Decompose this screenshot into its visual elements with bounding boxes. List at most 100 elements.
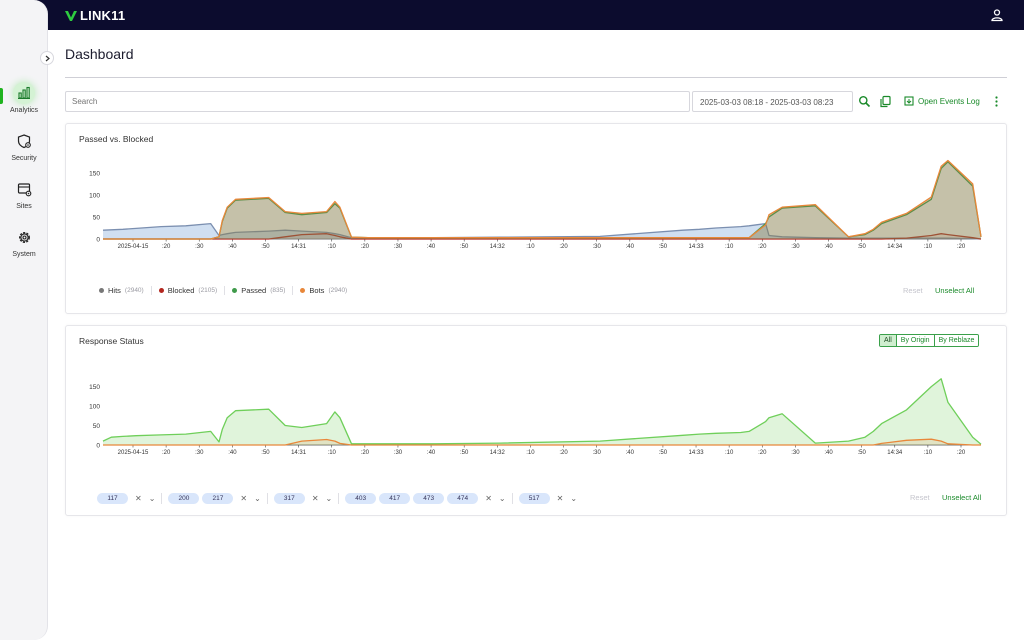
x-tick-label: :40 — [824, 450, 833, 456]
x-tick-label: :30 — [195, 450, 204, 456]
x-tick-label: :40 — [824, 244, 833, 250]
search-icon[interactable] — [858, 95, 871, 108]
toggle-by-reblaze[interactable]: By Reblaze — [934, 335, 979, 346]
close-icon[interactable]: ✕ — [485, 494, 492, 503]
chevron-down-icon[interactable]: ⌄ — [570, 494, 578, 503]
close-icon[interactable]: ✕ — [135, 494, 142, 503]
status-chip[interactable]: 474 — [447, 493, 479, 504]
x-tick-label: :10 — [526, 244, 535, 250]
x-tick-label: 14:34 — [887, 450, 903, 456]
y-tick-label: 50 — [93, 423, 101, 430]
reset-button[interactable]: Reset — [910, 493, 930, 502]
x-tick-label: :10 — [725, 450, 734, 456]
x-tick-label: :20 — [957, 244, 966, 250]
status-chip[interactable]: 473 — [413, 493, 445, 504]
x-tick-label: :50 — [857, 244, 866, 250]
legend-item-hits[interactable]: Hits (2940) — [92, 286, 152, 295]
close-icon[interactable]: ✕ — [240, 494, 248, 503]
chip-group-2xx: 200 217 ✕ ⌄ — [168, 493, 268, 504]
legend-label: Blocked — [167, 286, 195, 295]
status-chip[interactable]: 417 — [379, 493, 411, 504]
x-tick-label: 14:31 — [291, 450, 307, 456]
sidebar-item-label: System — [12, 251, 36, 258]
status-chip[interactable]: 200 — [168, 493, 200, 504]
title-divider — [65, 77, 1007, 78]
export-icon — [904, 96, 914, 106]
x-tick-label: 14:32 — [490, 450, 506, 456]
page-title: Dashboard — [65, 46, 134, 62]
sidebar-item-sites[interactable]: Sites — [0, 178, 48, 218]
bar-chart-icon — [13, 82, 35, 104]
toggle-all[interactable]: All — [880, 335, 897, 346]
x-tick-label: :20 — [361, 244, 370, 250]
legend-dot — [158, 288, 164, 293]
x-tick-label: :50 — [261, 450, 270, 456]
x-tick-label: :30 — [394, 450, 403, 456]
unselect-all-button[interactable]: Unselect All — [935, 286, 975, 295]
legend-label: Hits — [108, 286, 121, 295]
status-chip[interactable]: 517 — [518, 493, 550, 504]
x-tick-label: :50 — [659, 244, 668, 250]
x-tick-label: :50 — [460, 450, 469, 456]
y-tick-label: 100 — [89, 192, 100, 199]
active-nav-marker — [0, 88, 3, 104]
close-icon[interactable]: ✕ — [311, 494, 319, 503]
shield-gear-icon — [13, 130, 35, 152]
chevron-down-icon[interactable]: ⌄ — [498, 494, 506, 503]
sidebar-item-security[interactable]: Security — [0, 130, 48, 170]
brand-logo[interactable]: LINK11 — [64, 8, 125, 23]
legend-dot — [300, 288, 306, 293]
x-tick-label: :20 — [162, 450, 171, 456]
reset-button[interactable]: Reset — [903, 286, 923, 295]
logo-mark-icon — [65, 10, 77, 21]
x-tick-label: :10 — [328, 450, 337, 456]
x-tick-label: :50 — [857, 450, 866, 456]
chevron-down-icon[interactable]: ⌄ — [254, 494, 261, 503]
more-vertical-icon[interactable] — [990, 95, 1003, 108]
passed-vs-blocked-chart: 0 50 100 150 2025-04-15:20:30:40:50 14:31:10:… — [89, 159, 982, 250]
sidebar-item-system[interactable]: System — [0, 226, 48, 266]
x-tick-label: :20 — [559, 450, 568, 456]
x-tick-label: :40 — [228, 450, 237, 456]
toggle-by-origin[interactable]: By Origin — [896, 335, 935, 346]
status-chip[interactable]: 403 — [345, 493, 377, 504]
status-chip[interactable]: 217 — [202, 493, 234, 504]
legend-count: (835) — [270, 287, 286, 294]
server-gear-icon — [13, 178, 35, 200]
legend-item-bots[interactable]: Bots (2940) — [293, 286, 354, 295]
sidebar: Analytics Security Sites System — [0, 0, 48, 640]
legend-item-blocked[interactable]: Blocked (2105) — [152, 286, 226, 295]
brand-name: LINK11 — [80, 8, 126, 23]
status-chip[interactable]: 117 — [97, 493, 128, 504]
y-tick-label: 150 — [89, 384, 100, 391]
series-line-bots — [103, 159, 982, 240]
legend-item-passed[interactable]: Passed (835) — [225, 286, 294, 295]
legend-count: (2940) — [124, 287, 144, 294]
chip-group-3xx: 317 ✕ ⌄ — [273, 493, 340, 504]
unselect-all-button[interactable]: Unselect All — [942, 493, 982, 502]
x-tick-label: 14:33 — [689, 244, 705, 250]
x-tick-label: :30 — [394, 244, 403, 250]
series-line-other — [103, 438, 981, 446]
close-icon[interactable]: ✕ — [556, 494, 564, 503]
date-range-picker[interactable]: 2025-03-03 08:18 - 2025-03-03 08:23 — [692, 91, 853, 112]
sidebar-item-analytics[interactable]: Analytics — [0, 82, 48, 122]
chevron-down-icon[interactable]: ⌄ — [148, 494, 156, 503]
search-input[interactable] — [65, 91, 690, 112]
chevron-down-icon[interactable]: ⌄ — [325, 494, 333, 503]
x-tick-label: :10 — [328, 244, 337, 250]
x-tick-label: :30 — [593, 244, 602, 250]
chevron-right-icon — [45, 55, 50, 61]
x-tick-label: :50 — [659, 450, 668, 456]
chip-group-4xx: 403 417 473 474 ✕ ⌄ — [345, 493, 513, 504]
user-icon[interactable] — [990, 8, 1004, 22]
y-tick-label: 50 — [93, 214, 101, 221]
status-chip[interactable]: 317 — [273, 493, 305, 504]
open-events-log-link[interactable]: Open Events Log — [904, 96, 980, 106]
x-tick-label: :40 — [427, 450, 436, 456]
copy-icon[interactable] — [879, 95, 892, 108]
x-tick-label: :40 — [427, 244, 436, 250]
sidebar-collapse-button[interactable] — [40, 51, 54, 65]
gear-icon — [13, 226, 35, 248]
chip-group-1xx: 117 ✕ ⌄ — [97, 493, 163, 504]
